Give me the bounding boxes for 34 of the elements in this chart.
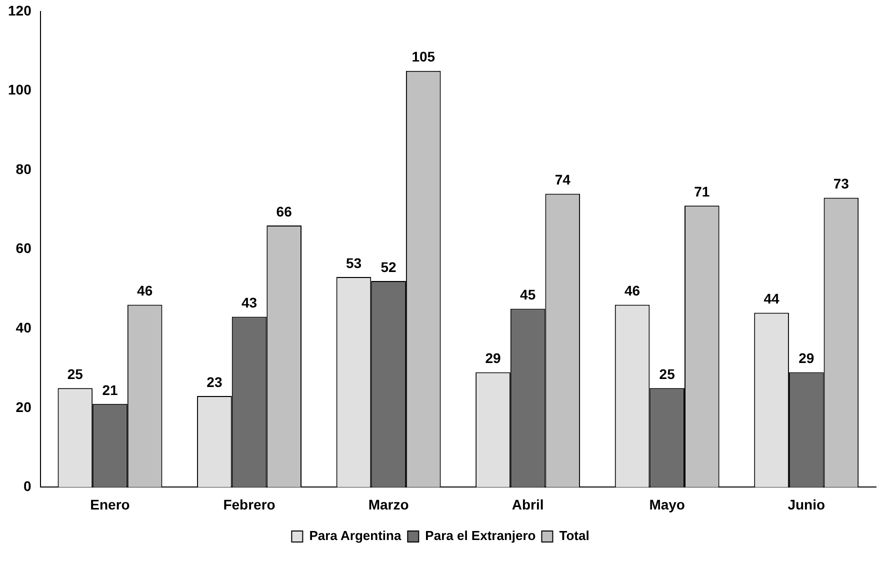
x-tick-label: Junio xyxy=(788,496,826,512)
data-label: 45 xyxy=(520,286,536,303)
data-label: 29 xyxy=(798,350,814,366)
y-tick-label: 60 xyxy=(16,240,32,256)
data-label: 21 xyxy=(102,382,118,398)
x-tick-label: Abril xyxy=(512,496,544,512)
data-label: 46 xyxy=(137,282,153,299)
data-label: 73 xyxy=(833,176,850,192)
data-label: 52 xyxy=(380,258,397,275)
y-tick-label: 40 xyxy=(16,319,32,336)
data-label: 46 xyxy=(624,282,640,299)
data-label: 29 xyxy=(485,350,501,366)
data-label: 105 xyxy=(412,48,436,65)
data-label: 53 xyxy=(346,254,362,271)
legend-label: Para Argentina xyxy=(309,528,402,544)
data-label: 71 xyxy=(694,184,710,200)
x-tick-label: Febrero xyxy=(223,496,276,512)
data-label: 25 xyxy=(67,366,84,382)
y-tick-label: 100 xyxy=(8,82,32,98)
data-label: 66 xyxy=(276,203,292,220)
data-label: 25 xyxy=(659,366,676,382)
y-tick-label: 80 xyxy=(16,160,32,177)
y-tick-label: 20 xyxy=(16,398,32,415)
x-tick-label: Marzo xyxy=(368,496,409,512)
x-tick-label: Mayo xyxy=(649,496,685,512)
y-tick-label: 0 xyxy=(24,478,32,494)
data-label: 43 xyxy=(241,294,258,311)
legend-label: Para el Extranjero xyxy=(425,528,536,544)
data-label: 74 xyxy=(554,172,571,188)
data-label: 44 xyxy=(764,290,780,307)
y-tick-label: 120 xyxy=(8,2,32,18)
data-label: 23 xyxy=(206,374,222,390)
legend-label: Total xyxy=(559,528,590,544)
x-tick-label: Enero xyxy=(90,496,130,512)
